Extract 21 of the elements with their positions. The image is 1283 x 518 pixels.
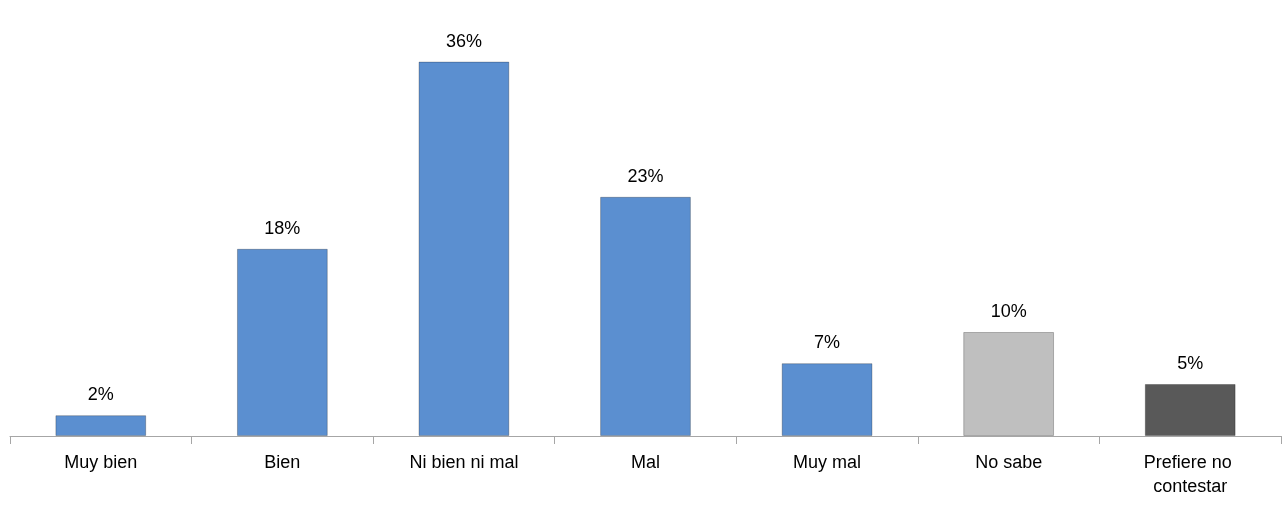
- data-label: 36%: [445, 30, 482, 51]
- bar: [600, 196, 691, 436]
- data-label: 18%: [264, 217, 301, 238]
- bar: [55, 415, 147, 436]
- data-label: 23%: [627, 165, 664, 186]
- data-label: 7%: [814, 332, 841, 353]
- bar: [1144, 384, 1236, 436]
- x-tick-label: Ni bien ni mal: [409, 452, 519, 472]
- x-tick-label: No sabe: [975, 452, 1043, 472]
- data-label: 5%: [1177, 353, 1204, 373]
- x-tick-label: Muy bien: [64, 452, 138, 472]
- x-tick-label: Prefiere no contestar: [1143, 452, 1237, 496]
- data-label: 2%: [87, 384, 114, 405]
- bar: [963, 332, 1055, 436]
- bar: [418, 61, 510, 436]
- x-tick-label: Bien: [264, 452, 301, 472]
- x-tick-label: Mal: [630, 452, 661, 472]
- x-tick-label: Muy mal: [793, 452, 862, 472]
- bar: [781, 363, 873, 436]
- data-label: 10%: [990, 301, 1027, 321]
- bar: [236, 248, 328, 436]
